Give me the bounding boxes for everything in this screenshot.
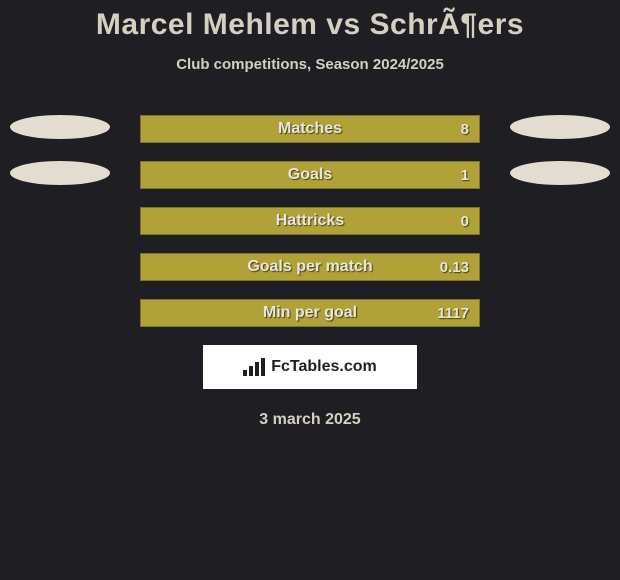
stat-row: Goals 1 — [140, 161, 480, 189]
stat-label: Min per goal — [263, 304, 357, 322]
date-text: 3 march 2025 — [0, 411, 620, 429]
logo-box: FcTables.com — [203, 345, 417, 389]
logo-text: FcTables.com — [271, 358, 377, 376]
right-oval — [510, 115, 610, 139]
stat-label: Goals — [288, 166, 332, 184]
stat-value: 1117 — [437, 305, 469, 322]
stat-value: 1 — [461, 167, 469, 184]
subtitle: Club competitions, Season 2024/2025 — [0, 56, 620, 73]
bar-chart-icon — [243, 358, 265, 376]
stat-label: Matches — [278, 120, 342, 138]
stat-label: Hattricks — [276, 212, 344, 230]
stat-row: Hattricks 0 — [140, 207, 480, 235]
stat-row: Min per goal 1117 — [140, 299, 480, 327]
stat-value: 0.13 — [440, 259, 469, 276]
stat-row: Goals per match 0.13 — [140, 253, 480, 281]
stat-value: 0 — [461, 213, 469, 230]
stats-rows: Matches 8 Goals 1 Hattricks 0 Goals per match 0… — [0, 115, 620, 327]
main-container: Marcel Mehlem vs SchrÃ¶ers Club competit… — [0, 0, 620, 429]
left-oval — [10, 115, 110, 139]
stat-label: Goals per match — [247, 258, 372, 276]
stat-value: 8 — [461, 121, 469, 138]
stats-area: Matches 8 Goals 1 Hattricks 0 Goals per match 0… — [0, 115, 620, 327]
left-oval — [10, 161, 110, 185]
stat-row: Matches 8 — [140, 115, 480, 143]
page-title: Marcel Mehlem vs SchrÃ¶ers — [0, 8, 620, 42]
right-oval — [510, 161, 610, 185]
